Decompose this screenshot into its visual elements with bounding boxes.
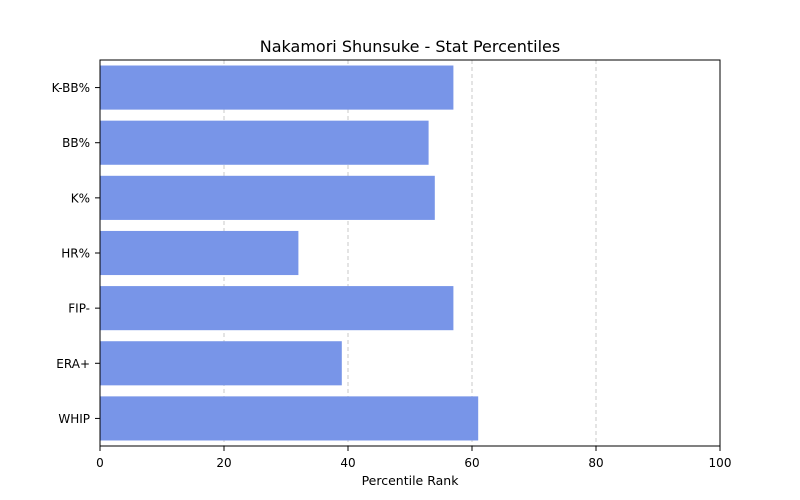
x-tick-label: 100 xyxy=(709,456,732,470)
bar-fip xyxy=(100,286,454,331)
x-tick-label: 60 xyxy=(464,456,479,470)
bar-whip xyxy=(100,396,479,441)
bar-era xyxy=(100,341,342,386)
bars xyxy=(100,65,479,441)
chart-title: Nakamori Shunsuke - Stat Percentiles xyxy=(260,37,560,56)
y-tick-label: K% xyxy=(71,191,90,205)
y-tick-label: K-BB% xyxy=(52,81,90,95)
y-tick-label: BB% xyxy=(62,136,90,150)
x-tick-label: 0 xyxy=(96,456,104,470)
bar-hr xyxy=(100,230,299,276)
x-tick-label: 20 xyxy=(216,456,231,470)
bar-k xyxy=(100,175,435,220)
x-tick-label: 80 xyxy=(588,456,603,470)
x-tick-label: 40 xyxy=(340,456,355,470)
y-tick-label: HR% xyxy=(61,247,90,261)
y-tick-label: ERA+ xyxy=(56,357,90,371)
bar-bb xyxy=(100,120,429,165)
x-axis-ticks: 0 20 40 60 80 100 xyxy=(96,446,731,470)
x-axis-label: Percentile Rank xyxy=(362,473,460,488)
y-axis-ticks: K-BB% BB% K% HR% FIP- ERA+ WHIP xyxy=(52,81,100,426)
y-tick-label: FIP- xyxy=(68,302,90,316)
y-tick-label: WHIP xyxy=(58,412,90,426)
bar-k-bb xyxy=(100,65,454,110)
